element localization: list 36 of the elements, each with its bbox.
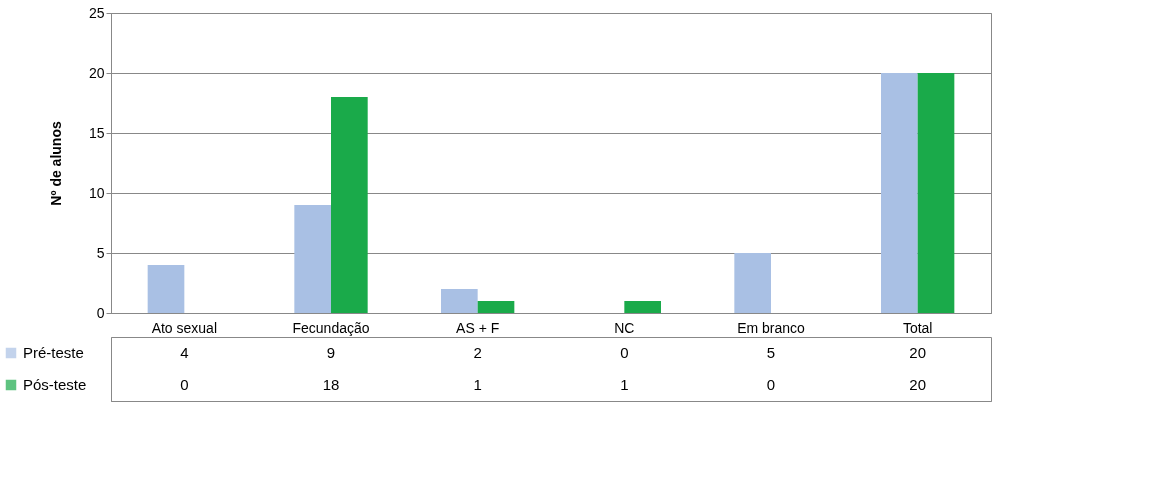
bar [881, 73, 918, 313]
x-tick-label: Ato sexual [151, 319, 218, 336]
x-tick-label: Em branco [737, 319, 806, 336]
data-label: 9 [326, 344, 336, 361]
x-tick-label: Total [902, 319, 933, 336]
data-label: 5 [766, 344, 776, 361]
bar [147, 265, 185, 313]
bar [331, 97, 368, 313]
data-label: 2 [473, 344, 482, 361]
data-label: 1 [473, 376, 482, 393]
bar [624, 301, 661, 313]
x-tick-label: AS + F [456, 319, 500, 336]
y-tick-label: 20 [88, 64, 105, 81]
data-label: 0 [180, 376, 189, 393]
data-label: 20 [909, 344, 927, 361]
bar [917, 73, 955, 313]
bar [441, 289, 478, 313]
legend-label: Pré-teste [23, 344, 84, 361]
bar [294, 205, 331, 313]
data-label: 0 [620, 344, 629, 361]
data-label: 18 [322, 376, 340, 393]
y-tick-label: 0 [96, 304, 105, 321]
data-label: 4 [180, 344, 189, 361]
y-tick-label: 5 [96, 244, 105, 261]
bar [477, 301, 515, 313]
y-tick-label: 25 [88, 4, 105, 21]
y-tick-label: 15 [88, 124, 105, 141]
y-axis-title: Nº de alunos [47, 121, 64, 206]
legend-label: Pós-teste [23, 376, 87, 393]
x-tick-label: Fecundação [292, 319, 370, 336]
data-label: 0 [766, 376, 776, 393]
data-label: 20 [909, 376, 927, 393]
data-label: 1 [620, 376, 629, 393]
x-tick-label: NC [614, 319, 635, 336]
y-tick-label: 10 [88, 184, 105, 201]
bar [734, 253, 771, 313]
